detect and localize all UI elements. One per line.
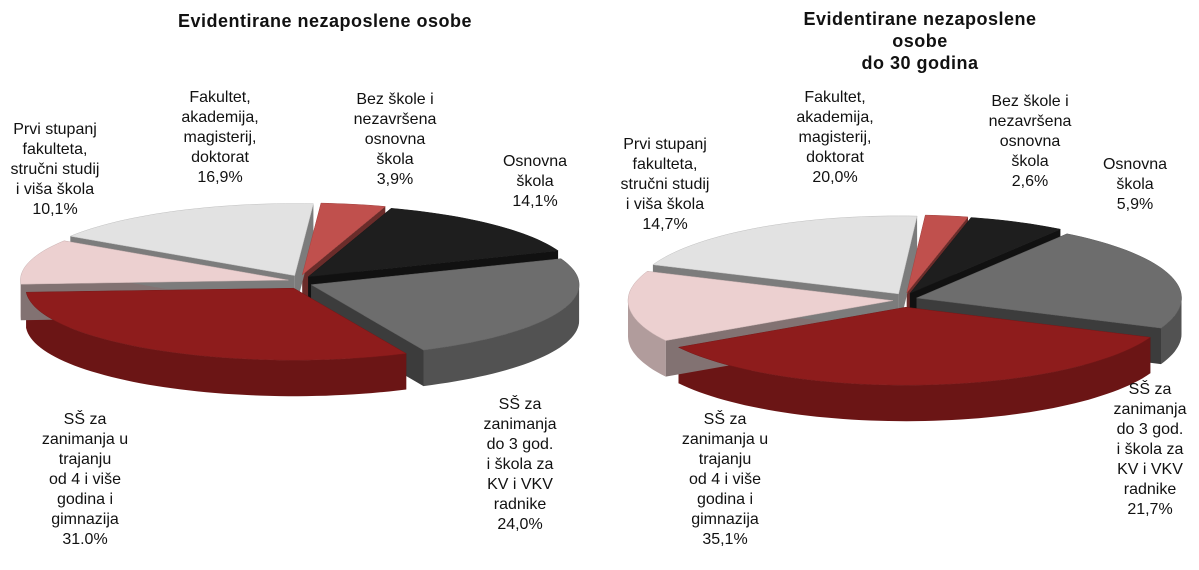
slice-value-label: 3,9% (376, 171, 414, 188)
slice (69, 203, 314, 276)
slice (652, 215, 918, 295)
slice-category: Fakultet, akademija, magisterij, doktora… (796, 89, 874, 166)
slice-value-label: 2,6% (1011, 173, 1049, 190)
slice-category: Osnovna škola (502, 153, 568, 190)
slice (307, 208, 559, 278)
slice (909, 217, 1062, 294)
slice-category: SŠ za zanimanja do 3 god. i škola za KV … (1113, 381, 1187, 498)
slice (310, 258, 580, 351)
slice-value-label: 31.0% (62, 531, 108, 548)
slice-value-label: 14,1% (512, 193, 558, 210)
chart-title: Evidentirane nezaposlene osobe (177, 11, 473, 31)
slice-category: SŠ za zanimanja u trajanju od 4 i više g… (681, 411, 769, 528)
slice-side (1161, 298, 1182, 365)
slice-side (628, 300, 666, 377)
slice-category: Bez škole i nezavršena osnovna škola (353, 91, 437, 168)
slice-value-label: 20,0% (812, 169, 858, 186)
slice-category: Prvi stupanj fakulteta, stručni studij i… (10, 121, 100, 198)
slice-category: Osnovna škola (1102, 156, 1168, 193)
slice (906, 214, 969, 294)
chart-title: Evidentirane nezaposlene osobe do 30 god… (803, 9, 1037, 73)
slice (301, 202, 386, 276)
slice-category: Fakultet, akademija, magisterij, doktora… (181, 89, 259, 166)
slice-side (26, 292, 407, 397)
slice (627, 271, 894, 341)
slice-value-label: 24,0% (497, 516, 543, 533)
slice-category: Bez škole i nezavršena osnovna škola (988, 93, 1072, 170)
slice-side (678, 337, 1151, 422)
slice-side (294, 203, 314, 312)
slice-side (898, 216, 918, 330)
slice (25, 287, 407, 361)
slice (915, 233, 1182, 329)
slice-value-label: 14,7% (642, 216, 688, 233)
slice-value-label: 21,7% (1127, 501, 1173, 518)
slice-value-label: 35,1% (702, 531, 748, 548)
slice-category: SŠ za zanimanja do 3 god. i škola za KV … (483, 396, 557, 513)
slice (20, 240, 289, 285)
slice-value-label: 16,9% (197, 169, 243, 186)
slice-value-label: 10,1% (32, 201, 78, 218)
slice-side (423, 284, 580, 387)
slice-category: SŠ za zanimanja u trajanju od 4 i više g… (41, 411, 129, 528)
slice-value-label: 5,9% (1116, 196, 1154, 213)
slice-category: Prvi stupanj fakulteta, stručni studij i… (620, 136, 710, 213)
slice (677, 306, 1151, 386)
